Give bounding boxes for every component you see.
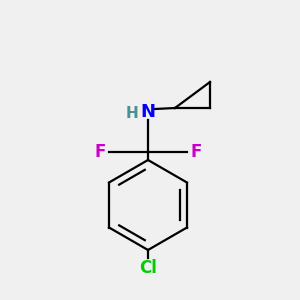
Text: Cl: Cl xyxy=(139,259,157,277)
Text: F: F xyxy=(190,143,202,161)
Text: F: F xyxy=(94,143,106,161)
Text: H: H xyxy=(126,106,138,122)
Text: N: N xyxy=(140,103,155,121)
